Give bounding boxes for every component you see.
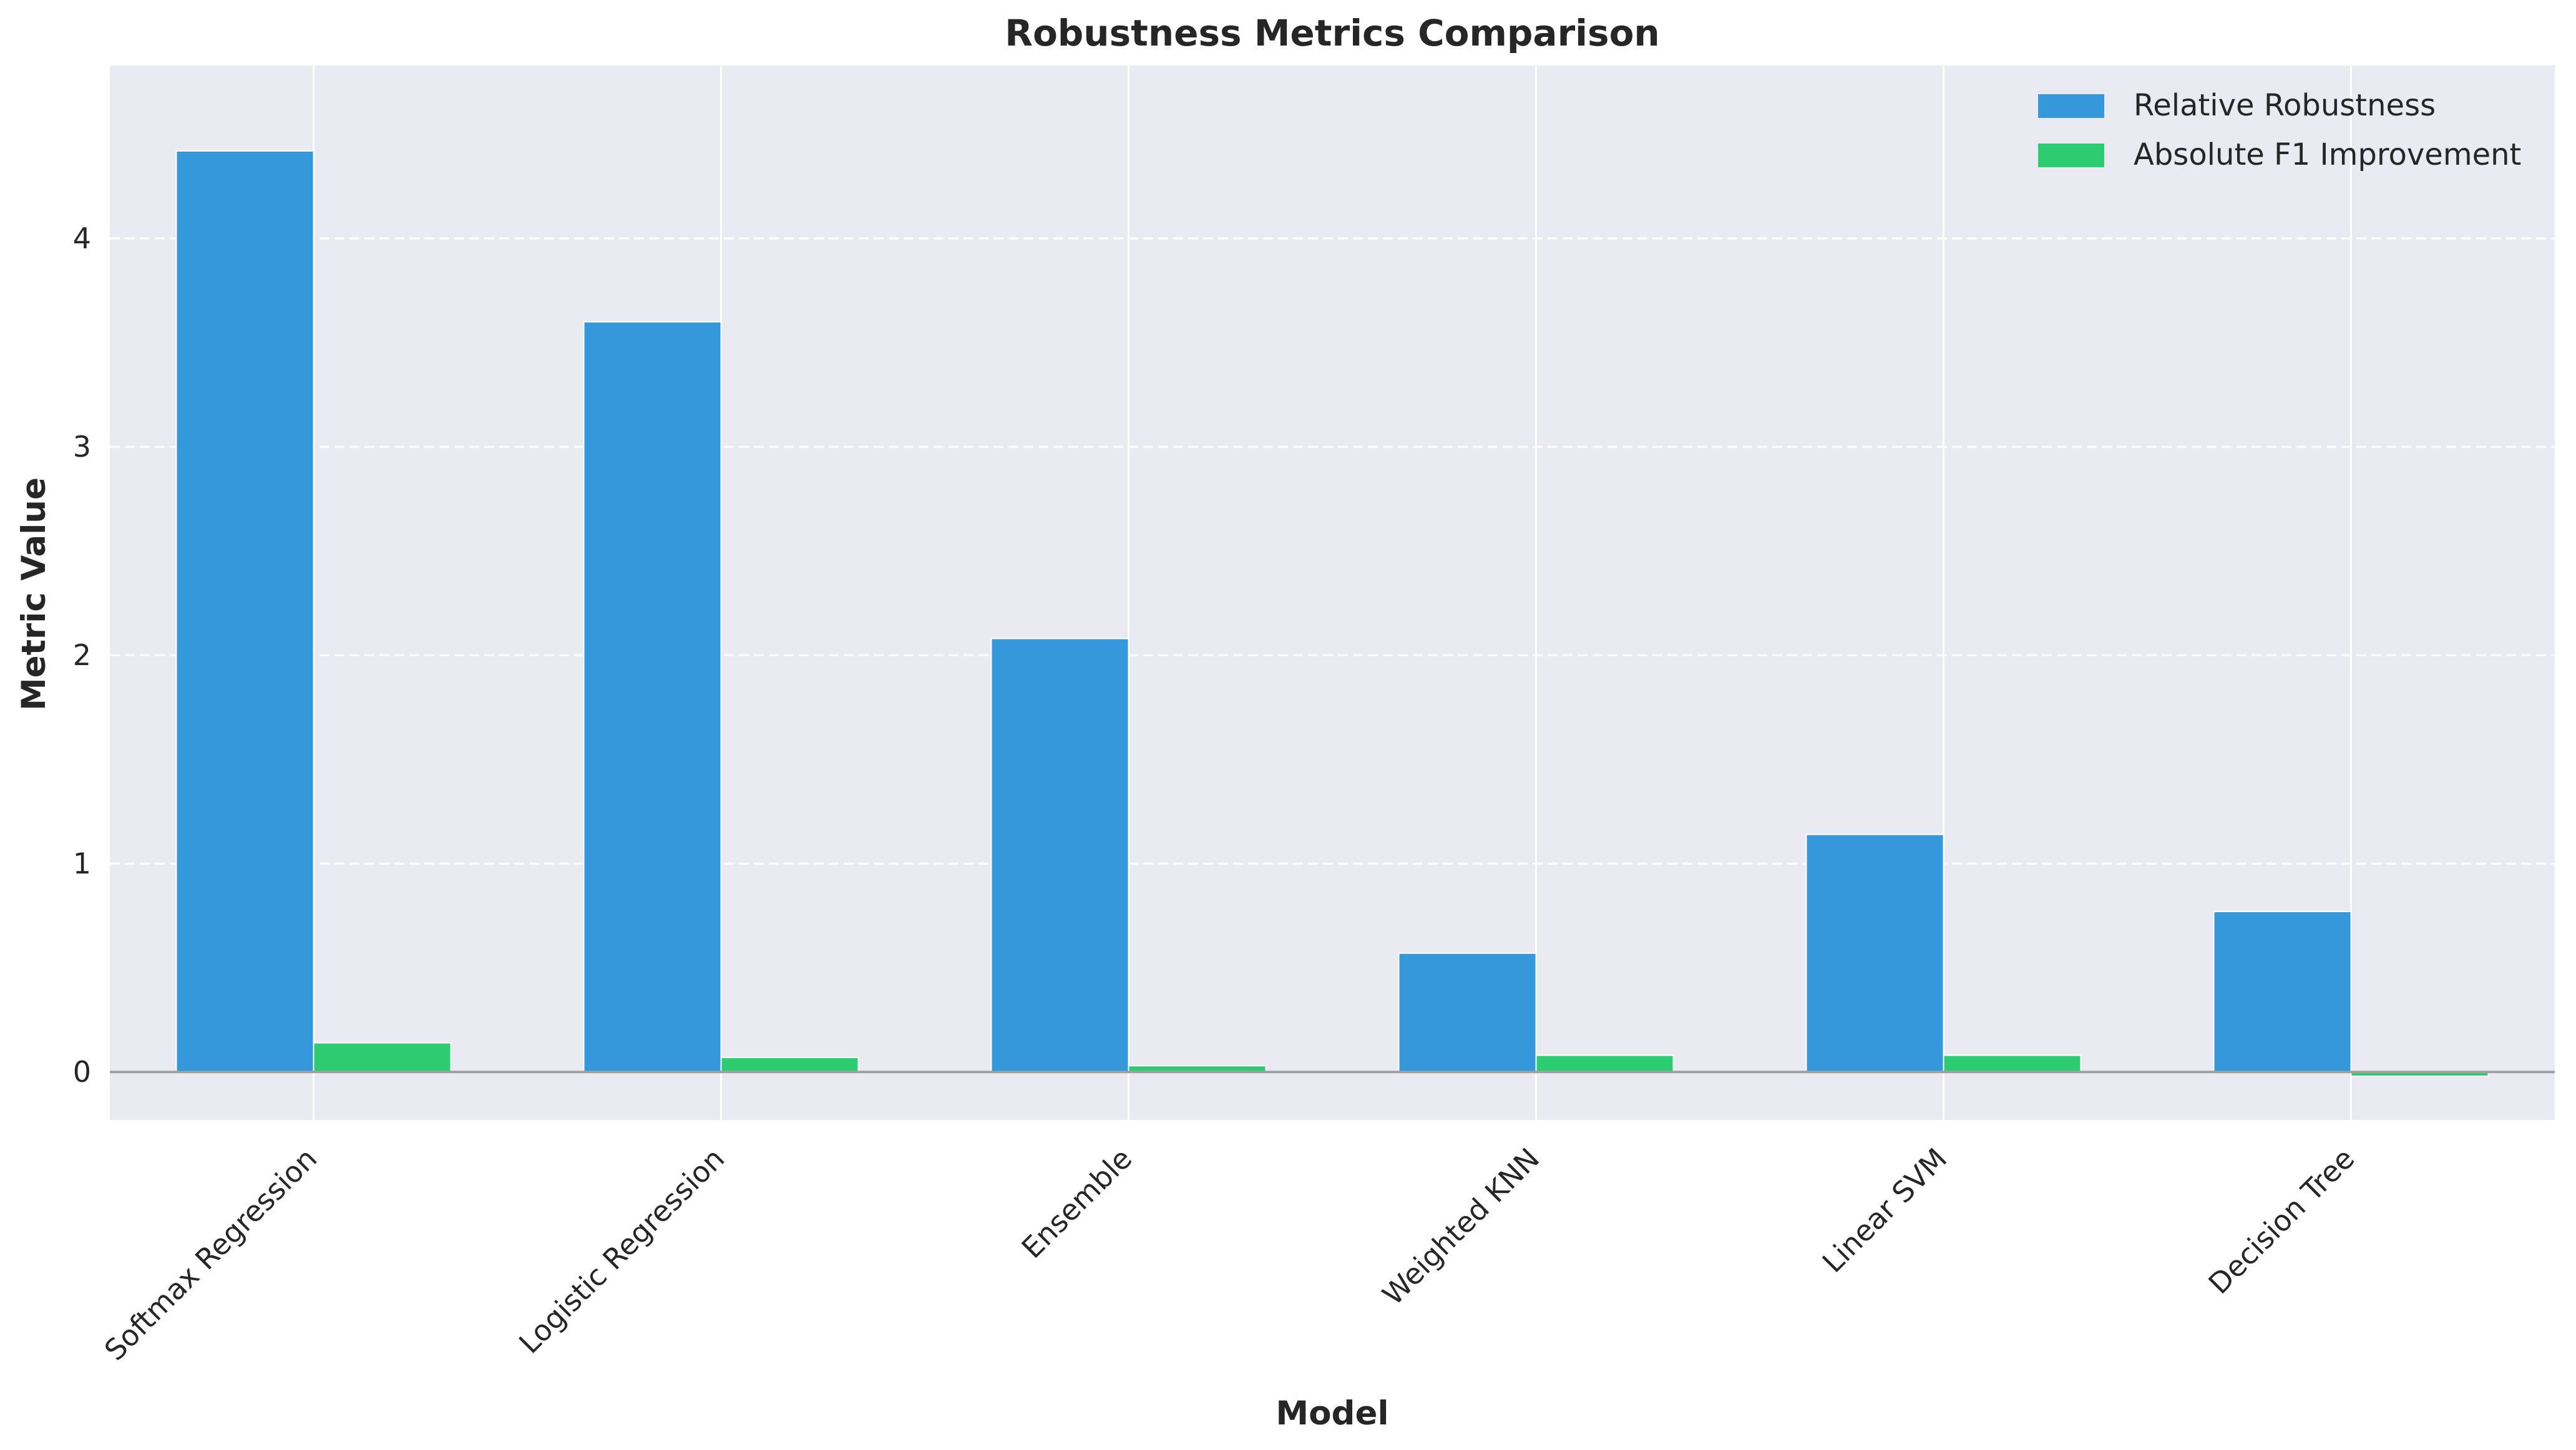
legend-label: Absolute F1 Improvement	[2134, 137, 2521, 172]
bar-relative-robustness	[990, 638, 1129, 1073]
legend-swatch	[2038, 94, 2104, 118]
y-tick-label: 1	[73, 847, 91, 880]
x-tick-label: Weighted KNN	[1376, 1142, 1546, 1312]
bar-relative-robustness	[175, 150, 315, 1073]
bar-relative-robustness	[1805, 834, 1944, 1073]
bar-relative-robustness	[1398, 952, 1537, 1073]
y-tick-label: 2	[73, 638, 91, 672]
x-tick-label: Ensemble	[1015, 1142, 1139, 1265]
y-tick-label: 3	[73, 430, 91, 464]
x-axis-ticks: Softmax Regression Logistic Regression Ens…	[98, 1142, 2361, 1367]
bar-absolute-f1-improvement	[1535, 1054, 1674, 1073]
legend-swatch	[2038, 144, 2104, 167]
bar-absolute-f1-improvement	[1943, 1054, 2082, 1073]
y-tick-label: 0	[73, 1055, 91, 1089]
x-axis-label: Model	[1276, 1394, 1388, 1433]
legend-label: Relative Robustness	[2134, 88, 2436, 123]
x-tick-label: Linear SVM	[1816, 1142, 1954, 1280]
plot-area	[110, 66, 2555, 1120]
x-tick-label: Softmax Regression	[98, 1142, 323, 1367]
legend: Relative Robustness Absolute F1 Improveme…	[2038, 88, 2521, 172]
bar-absolute-f1-improvement	[313, 1042, 452, 1073]
y-tick-label: 4	[73, 221, 91, 255]
y-axis-label: Metric Value	[15, 477, 53, 711]
x-tick-label: Logistic Regression	[512, 1142, 731, 1360]
y-axis-ticks: 0 1 2 3 4	[73, 221, 91, 1089]
bar-absolute-f1-improvement	[720, 1056, 859, 1073]
bar-relative-robustness	[2213, 911, 2352, 1073]
x-tick-label: Decision Tree	[2202, 1142, 2361, 1301]
bar-relative-robustness	[583, 321, 722, 1073]
bars	[175, 150, 2489, 1077]
chart-title: Robustness Metrics Comparison	[1005, 12, 1659, 54]
